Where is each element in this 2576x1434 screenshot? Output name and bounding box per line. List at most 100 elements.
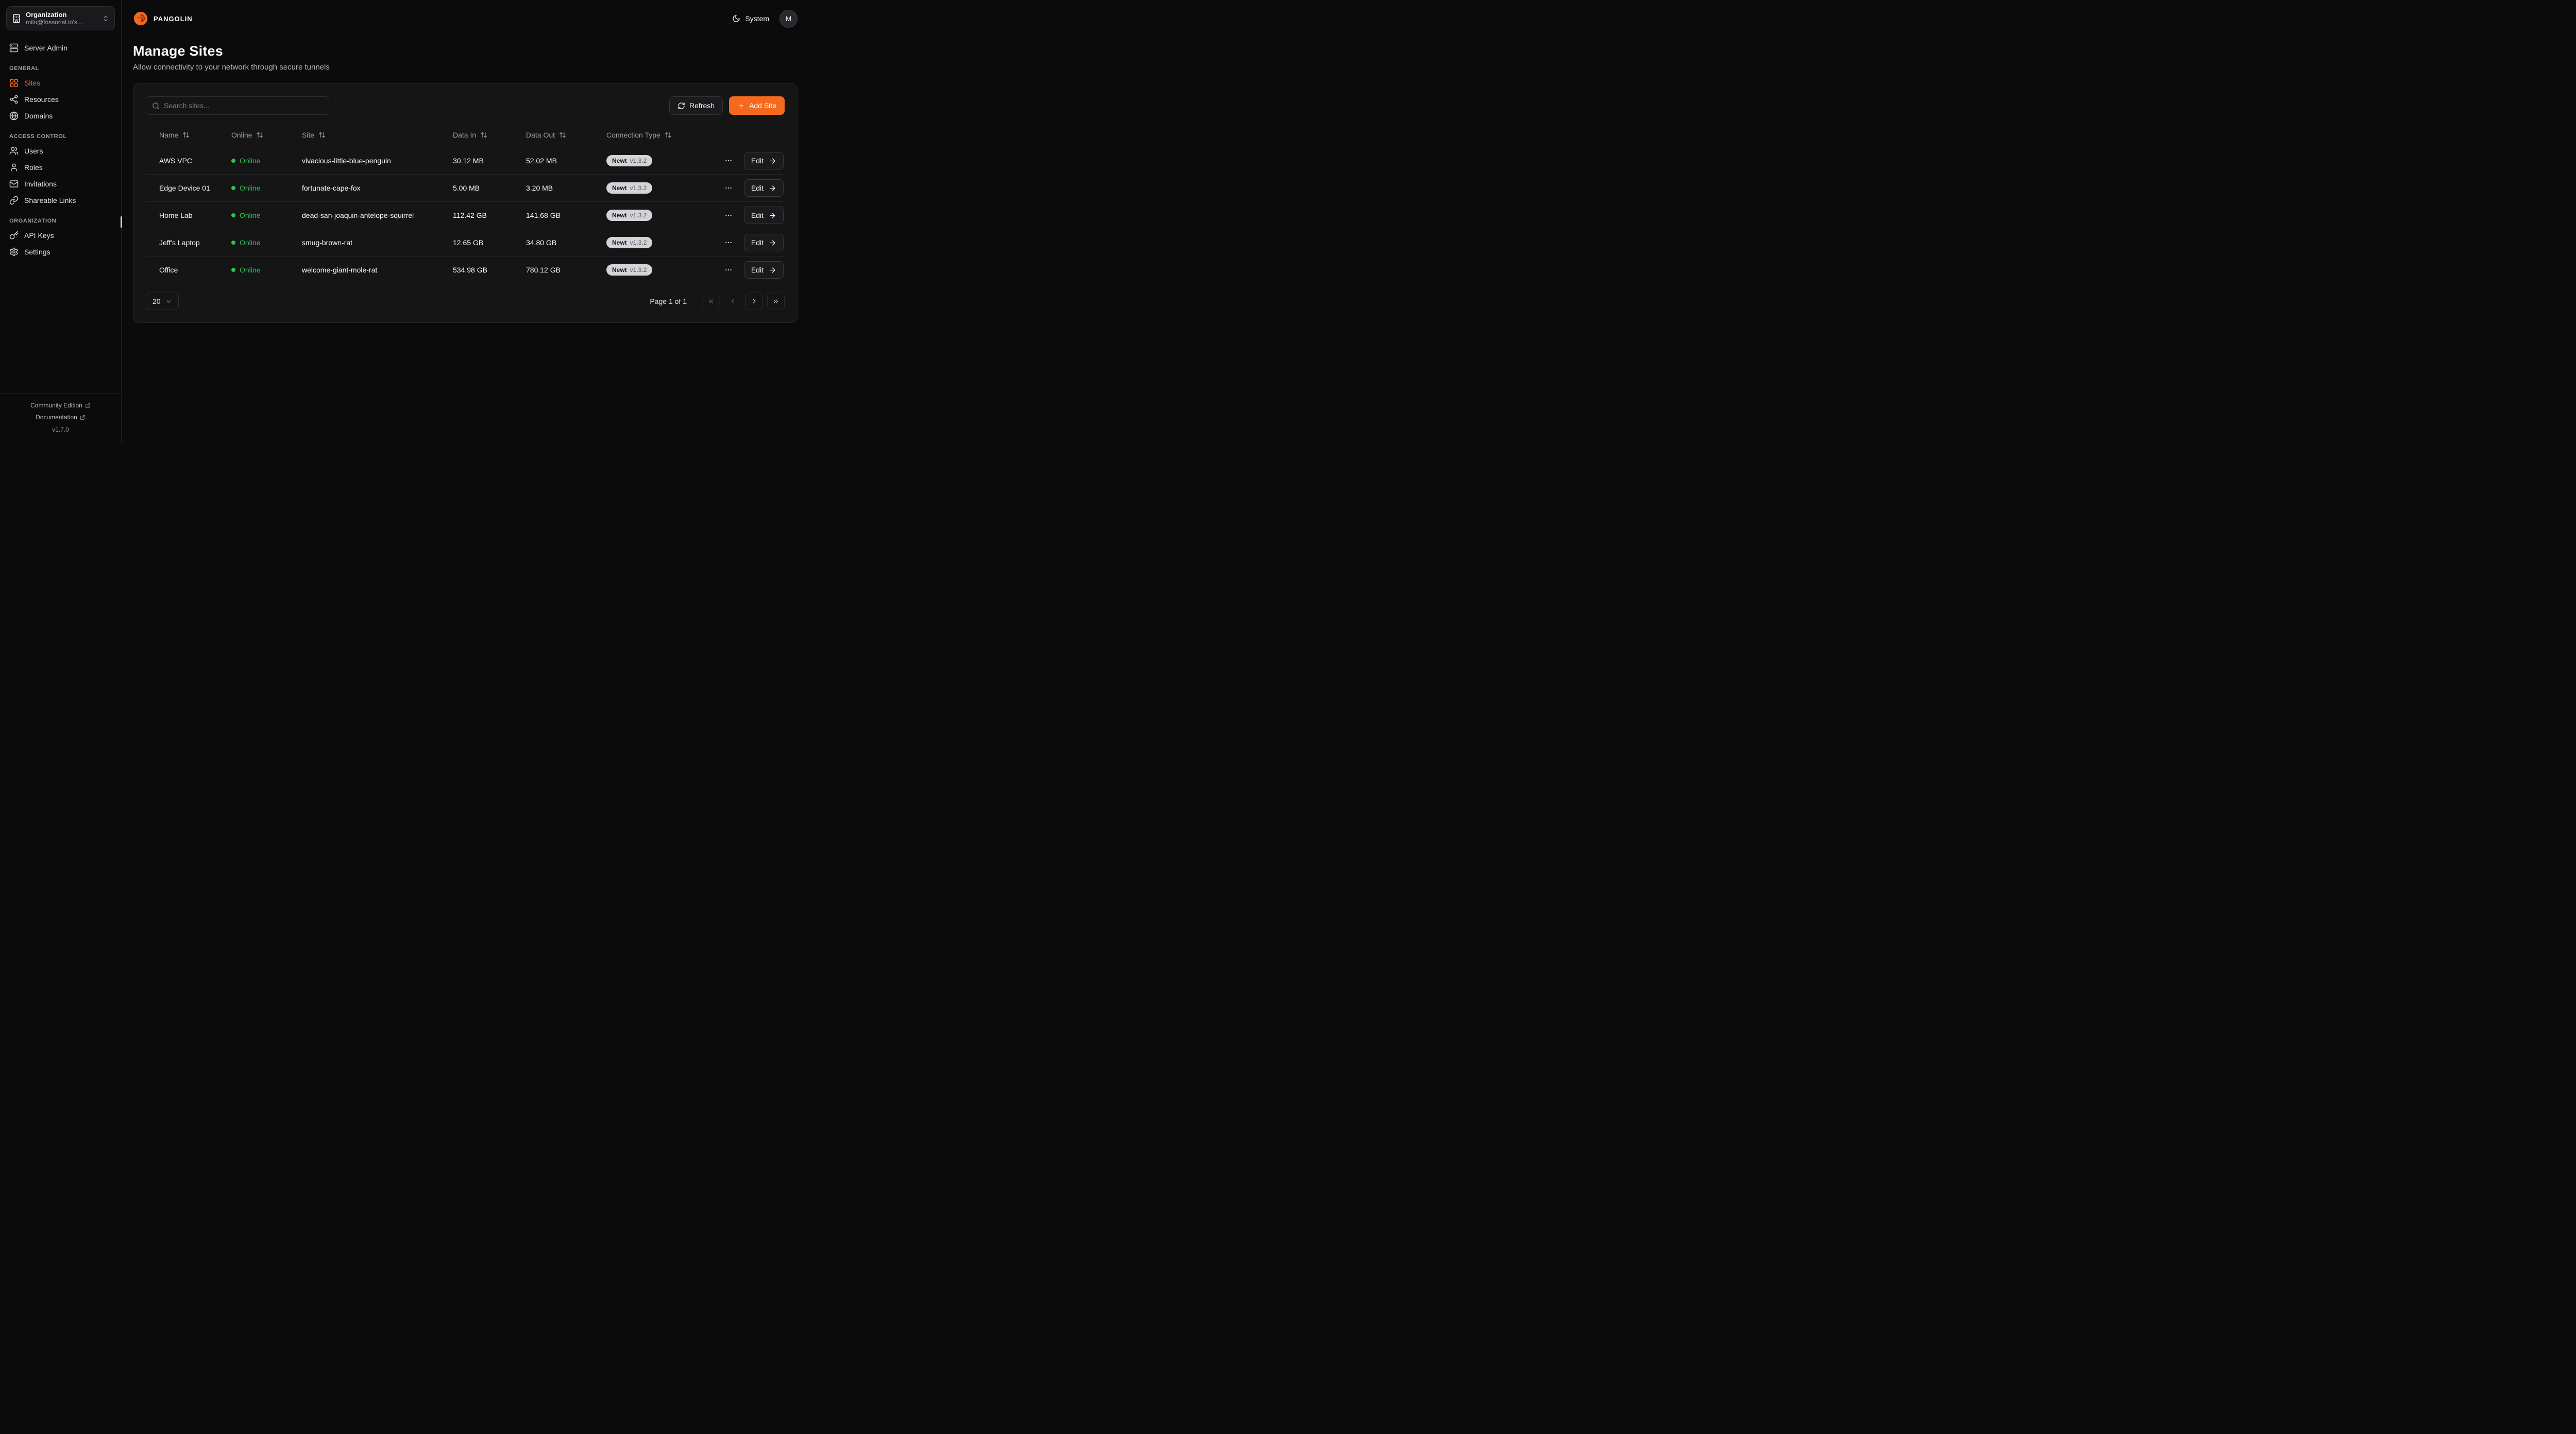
online-dot-icon: [231, 268, 235, 272]
add-site-button[interactable]: Add Site: [729, 96, 785, 115]
site-slug: dead-san-joaquin-antelope-squirrel: [302, 211, 414, 219]
sidebar-item-label: Users: [24, 147, 43, 155]
data-in: 30.12 MB: [453, 157, 484, 165]
sidebar-item-shareable-links[interactable]: Shareable Links: [8, 192, 113, 209]
column-header-name[interactable]: Name: [159, 131, 190, 139]
external-link-icon: [80, 415, 85, 420]
column-header-data-in[interactable]: Data In: [453, 131, 487, 139]
sites-table: Name Online Site Data In: [146, 123, 785, 283]
sidebar-item-label: Settings: [24, 248, 50, 256]
sort-icon: [319, 132, 325, 138]
sort-icon: [257, 132, 263, 138]
table-row: Jeff's Laptop Online smug-brown-rat 12.6…: [146, 229, 785, 256]
data-out: 34.80 GB: [526, 238, 557, 247]
theme-label: System: [745, 14, 769, 23]
data-in: 12.65 GB: [453, 238, 484, 247]
column-label: Data Out: [526, 131, 555, 139]
edit-button[interactable]: Edit: [743, 179, 784, 197]
edit-button[interactable]: Edit: [743, 207, 784, 224]
search-input[interactable]: [146, 97, 329, 114]
online-status: Online: [231, 157, 302, 165]
row-menu-button[interactable]: [722, 182, 735, 194]
row-menu-button[interactable]: [722, 264, 735, 276]
section-label-organization: ORGANIZATION: [9, 218, 57, 224]
sidebar-item-invitations[interactable]: Invitations: [8, 176, 113, 192]
online-status: Online: [231, 184, 302, 192]
online-dot-icon: [231, 241, 235, 245]
connection-type-badge: Newt v1.3.2: [606, 264, 653, 276]
avatar[interactable]: M: [779, 9, 798, 28]
site-slug: fortunate-cape-fox: [302, 184, 361, 192]
edit-label: Edit: [751, 238, 764, 247]
edit-label: Edit: [751, 211, 764, 219]
connection-version: v1.3.2: [630, 184, 647, 192]
online-label: Online: [240, 184, 261, 192]
row-actions: Edit: [707, 234, 785, 251]
ellipsis-icon: [725, 187, 732, 189]
last-page-button[interactable]: [767, 293, 785, 310]
row-menu-button[interactable]: [722, 155, 735, 167]
ellipsis-icon: [725, 269, 732, 271]
column-header-data-out[interactable]: Data Out: [526, 131, 566, 139]
row-actions: Edit: [707, 152, 785, 169]
sidebar-item-server-admin[interactable]: Server Admin: [8, 40, 113, 56]
data-out: 3.20 MB: [526, 184, 553, 192]
sidebar-item-sites[interactable]: Sites: [8, 75, 113, 91]
sidebar-item-users[interactable]: Users: [8, 143, 113, 159]
server-icon: [9, 43, 19, 53]
sidebar-item-roles[interactable]: Roles: [8, 159, 113, 176]
edit-button[interactable]: Edit: [743, 234, 784, 251]
share-nodes-icon: [10, 95, 18, 104]
edit-button[interactable]: Edit: [743, 152, 784, 169]
previous-page-button[interactable]: [724, 293, 741, 310]
edit-label: Edit: [751, 157, 764, 165]
arrow-right-icon: [770, 240, 775, 245]
documentation-link[interactable]: Documentation: [36, 412, 86, 423]
globe-icon: [9, 111, 19, 121]
sidebar-nav: Server Admin GENERAL Sites Resources: [0, 37, 121, 393]
column-header-connection-type[interactable]: Connection Type: [606, 131, 672, 139]
sort-icon: [665, 132, 671, 138]
edit-button[interactable]: Edit: [743, 261, 784, 279]
data-in: 5.00 MB: [453, 184, 480, 192]
refresh-icon: [678, 102, 685, 109]
next-page-button[interactable]: [745, 293, 763, 310]
row-actions: Edit: [707, 261, 785, 279]
column-header-online[interactable]: Online: [231, 131, 263, 139]
refresh-button[interactable]: Refresh: [669, 96, 723, 115]
column-header-site[interactable]: Site: [302, 131, 326, 139]
table-footer: 20 Page 1 of 1: [146, 293, 785, 310]
column-label: Site: [302, 131, 315, 139]
sidebar-item-label: Invitations: [24, 180, 57, 188]
theme-toggle-button[interactable]: System: [732, 14, 769, 23]
table-toolbar: Refresh Add Site: [146, 96, 785, 115]
first-page-button[interactable]: [702, 293, 720, 310]
page-indicator: Page 1 of 1: [650, 297, 687, 305]
org-picker[interactable]: Organization milo@fossorial.io's ...: [6, 6, 115, 30]
row-menu-button[interactable]: [722, 236, 735, 249]
sidebar-item-label: Resources: [24, 95, 59, 104]
data-out: 780.12 GB: [526, 266, 561, 274]
sidebar-item-resources[interactable]: Resources: [8, 91, 113, 108]
sidebar-item-api-keys[interactable]: API Keys: [8, 227, 113, 244]
connection-type-badge: Newt v1.3.2: [606, 237, 653, 248]
sidebar-item-settings[interactable]: Settings: [8, 244, 113, 260]
connection-version: v1.3.2: [630, 212, 647, 219]
arrow-right-icon: [770, 158, 775, 163]
section-label-general: GENERAL: [9, 65, 39, 72]
chevron-right-icon: [753, 299, 756, 304]
community-edition-link[interactable]: Community Edition: [30, 400, 91, 412]
sidebar-item-domains[interactable]: Domains: [8, 108, 113, 124]
site-name: AWS VPC: [159, 157, 193, 165]
search-icon: [152, 102, 159, 109]
column-label: Name: [159, 131, 179, 139]
page-size-select[interactable]: 20: [146, 293, 179, 310]
row-menu-button[interactable]: [722, 209, 735, 221]
chevrons-up-down-icon: [104, 15, 108, 21]
sidebar-item-label: Sites: [24, 79, 41, 87]
chevron-down-icon: [166, 300, 171, 303]
connection-name: Newt: [612, 239, 627, 246]
site-slug: welcome-giant-mole-rat: [302, 266, 378, 274]
connection-version: v1.3.2: [630, 157, 647, 164]
sidebar-resize-handle[interactable]: [121, 216, 122, 228]
